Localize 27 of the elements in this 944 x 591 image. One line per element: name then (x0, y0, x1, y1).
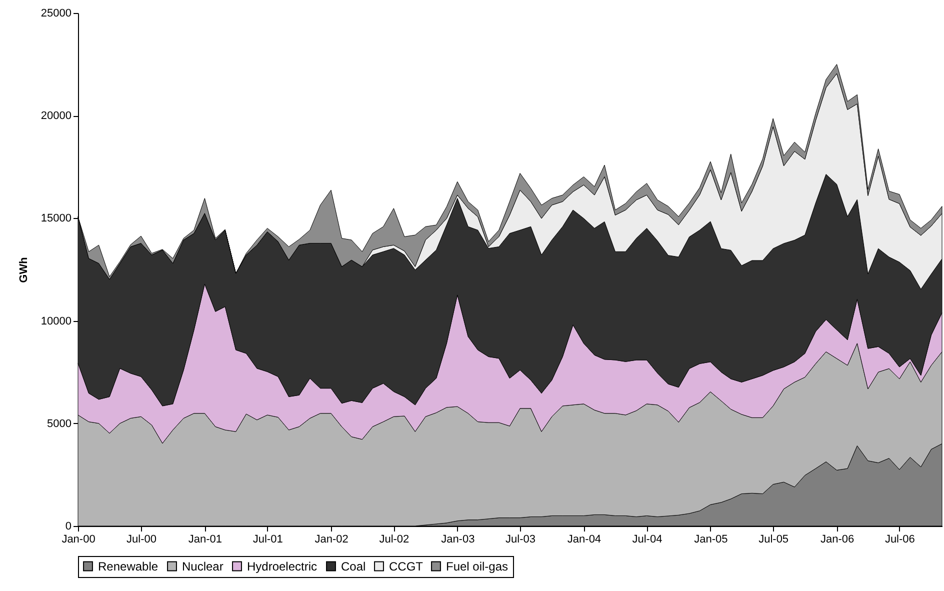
y-axis-title: GWh (18, 256, 30, 283)
y-tick-label: 25000 (40, 8, 72, 20)
legend-label: CCGT (389, 559, 424, 574)
x-tick-label: Jan-01 (188, 534, 222, 546)
y-tick-label: 5000 (47, 418, 72, 430)
x-tick-label: Jan-00 (62, 534, 96, 546)
x-tick-label: Jul-05 (758, 534, 789, 546)
legend-label: Hydroelectric (247, 559, 318, 574)
x-tick-label: Jul-01 (252, 534, 283, 546)
x-tick-label: Jul-02 (379, 534, 410, 546)
x-tick-label: Jan-06 (820, 534, 854, 546)
x-tick-label: Jul-03 (506, 534, 536, 546)
x-tick-label: Jan-05 (694, 534, 728, 546)
x-tick-label: Jan-02 (314, 534, 348, 546)
y-tick-label: 10000 (40, 315, 72, 328)
x-tick-label: Jul-00 (126, 534, 156, 546)
y-tick-label: 20000 (40, 110, 72, 122)
x-tick-label: Jan-03 (441, 534, 475, 546)
legend-label: Nuclear (182, 559, 224, 574)
y-tick-label: 0 (65, 520, 72, 532)
x-tick-label: Jan-04 (567, 534, 602, 546)
y-tick-label: 15000 (40, 212, 72, 225)
legend-label: Renewable (98, 559, 158, 574)
legend-label: Coal (341, 559, 366, 574)
x-tick-label: Jul-04 (632, 534, 662, 546)
legend-label: Fuel oil-gas (446, 559, 508, 574)
x-tick-label: Jul-06 (884, 534, 915, 546)
